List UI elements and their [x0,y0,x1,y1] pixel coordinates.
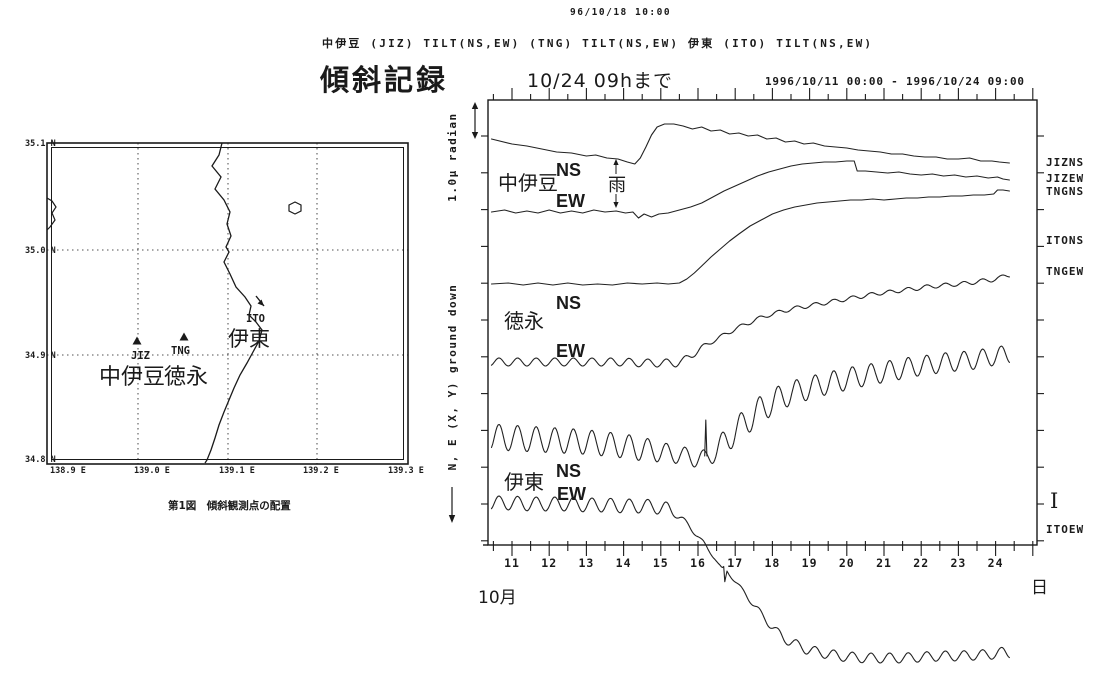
down-arrow [448,487,456,523]
station-marker-arrow-ito [255,295,265,307]
day-tick-label: 13 [578,556,594,570]
day-tick-label: 16 [690,556,706,570]
date-range-label: 1996/10/11 00:00 - 1996/10/24 09:00 [765,75,1025,88]
channel-label-tngew: TNGEW [1046,265,1084,278]
group-label-ito: 伊東 [504,470,544,494]
plot-frame [487,99,1038,546]
nakaizu-ew-label: EW [556,191,585,211]
data-until-label: 10/24 09hまで [527,70,674,92]
longitude-label: 139.0 E [134,466,170,476]
longitude-label: 138.9 E [50,466,86,476]
channel-label-jizns: JIZNS [1046,156,1084,169]
day-tick-label: 23 [950,556,966,570]
ito-ns-label: NS [556,461,581,481]
scale-arrow [471,102,479,139]
channel-label-itoew: ITOEW [1046,523,1084,536]
channel-label-i: I [1050,489,1058,513]
station-code-tng: TNG [171,345,190,357]
ito-ew-label: EW [557,484,586,504]
day-tick-label: 15 [653,556,669,570]
trace-jizew [490,160,1010,219]
x-axis-unit-label: 日 [1031,578,1048,598]
print-timestamp: 96/10/18 10:00 [570,7,672,18]
map-inner-border [51,147,404,460]
x-axis-month-label: 10月 [478,588,517,608]
latitude-label: 34.8 N [25,455,56,465]
tokunaga-ew-label: EW [556,341,585,361]
west-coast-fragment [46,197,57,231]
figure-title: 傾斜記録 [320,63,449,97]
nakaizu-ns-label: NS [556,160,581,180]
day-tick-label: 24 [988,556,1004,570]
day-tick-label: 22 [913,556,929,570]
trace-itons_step_glitch [704,419,708,457]
latitude-label: 34.9 N [25,351,56,361]
trace-itons [490,345,1010,468]
y-scale-label: 1.0μ radian [446,112,459,201]
station-arrow-head [257,299,264,306]
y-direction-label: N, E (X, Y) ground down [446,284,459,471]
trace-jizns [490,123,1010,165]
trace-tngns [490,189,1010,286]
station-name-tng: 徳永 [164,365,208,390]
day-tick-label: 11 [504,556,520,570]
channel-label-itons: ITONS [1046,234,1084,247]
channel-label-jizew: JIZEW [1046,172,1084,185]
map-caption: 第1図 傾斜観測点の配置 [168,499,291,512]
group-label-nakaizu: 中伊豆 [498,171,558,195]
rain-up-arrow [613,159,619,174]
longitude-label: 139.2 E [303,466,339,476]
rain-down-arrow [613,194,619,208]
map-outer-border [46,142,409,465]
group-label-tokunaga: 徳永 [504,309,544,333]
day-tick-label: 21 [876,556,892,570]
latitude-label: 35.1 N [25,139,56,149]
day-tick-label: 20 [839,556,855,570]
channel-label-tngns: TNGNS [1046,185,1084,198]
latitude-label: 35.0 N [25,246,56,256]
tokunaga-ns-label: NS [556,293,581,313]
trace-tngew [490,274,1010,368]
station-name-ito: 伊東 [228,327,270,351]
day-tick-label: 12 [541,556,557,570]
day-tick-label: 17 [727,556,743,570]
coastline [204,142,263,464]
station-name-jiz: 中伊豆 [99,365,165,390]
day-tick-label: 19 [802,556,818,570]
longitude-label: 139.1 E [219,466,255,476]
station-code-jiz: JIZ [131,350,150,362]
tilt-chart: 11 12 13 14 15 16 17 18 19 20 21 22 23 24JIZNSJIZEWTN… [481,88,1084,664]
station-code-ito: ITO [246,313,265,325]
island-outline [288,201,302,215]
day-tick-label: 14 [616,556,632,570]
day-tick-label: 18 [764,556,780,570]
station-channel-line: 中伊豆 (JIZ) TILT(NS,EW) (TNG) TILT(NS,EW) … [322,37,874,50]
station-marker-tng [179,332,189,341]
rain-label: 雨 [608,175,626,196]
station-marker-jiz [132,336,142,345]
longitude-label: 139.3 E [388,466,424,476]
trace-itoew [490,495,1010,664]
